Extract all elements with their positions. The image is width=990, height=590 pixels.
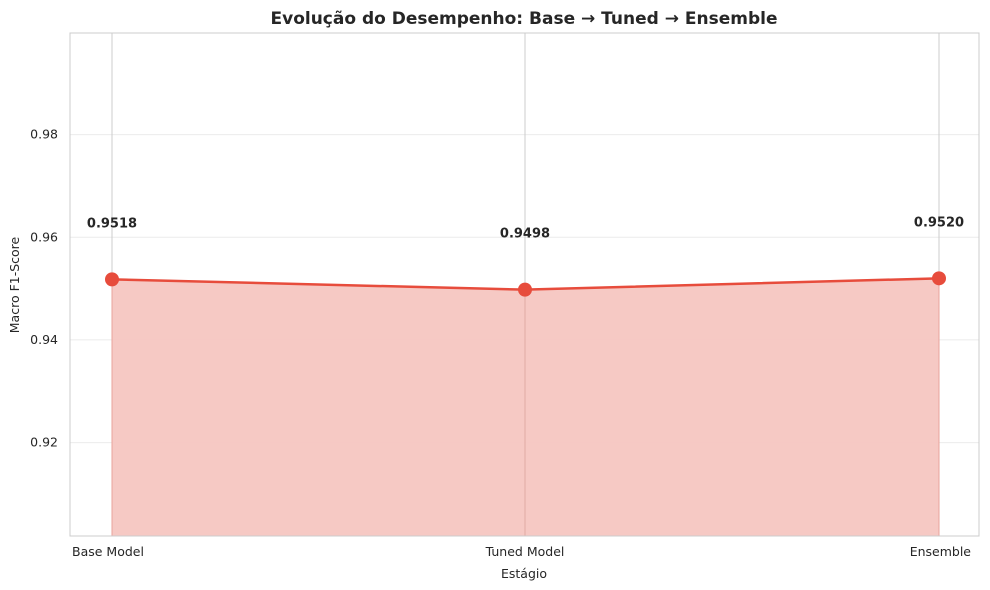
y-tick-label: 0.98 [30, 127, 58, 142]
data-points [105, 271, 946, 297]
chart-title: Evolução do Desempenho: Base → Tuned → E… [271, 9, 778, 29]
y-axis-label: Macro F1-Score [7, 236, 22, 333]
y-tick-label: 0.94 [30, 332, 58, 347]
x-axis-label: Estágio [501, 566, 547, 581]
x-tick-labels: Base Model Tuned Model Ensemble [72, 544, 971, 559]
x-tick-label: Ensemble [910, 544, 972, 559]
data-point-1 [518, 282, 532, 297]
x-tick-label: Base Model [72, 544, 144, 559]
area-fill [111, 278, 940, 536]
data-label-1: 0.9498 [500, 227, 550, 242]
y-tick-labels: 0.92 0.94 0.96 0.98 [30, 127, 58, 450]
y-tick-label: 0.96 [30, 229, 58, 244]
data-point-0 [105, 272, 119, 287]
data-labels: 0.9518 0.9498 0.9520 [87, 215, 964, 241]
plot-area-frame [69, 32, 980, 537]
y-tick-label: 0.92 [30, 435, 58, 450]
x-tick-label: Tuned Model [485, 544, 565, 559]
data-point-2 [932, 271, 946, 286]
data-label-0: 0.9518 [87, 216, 137, 231]
data-label-2: 0.9520 [914, 215, 964, 230]
